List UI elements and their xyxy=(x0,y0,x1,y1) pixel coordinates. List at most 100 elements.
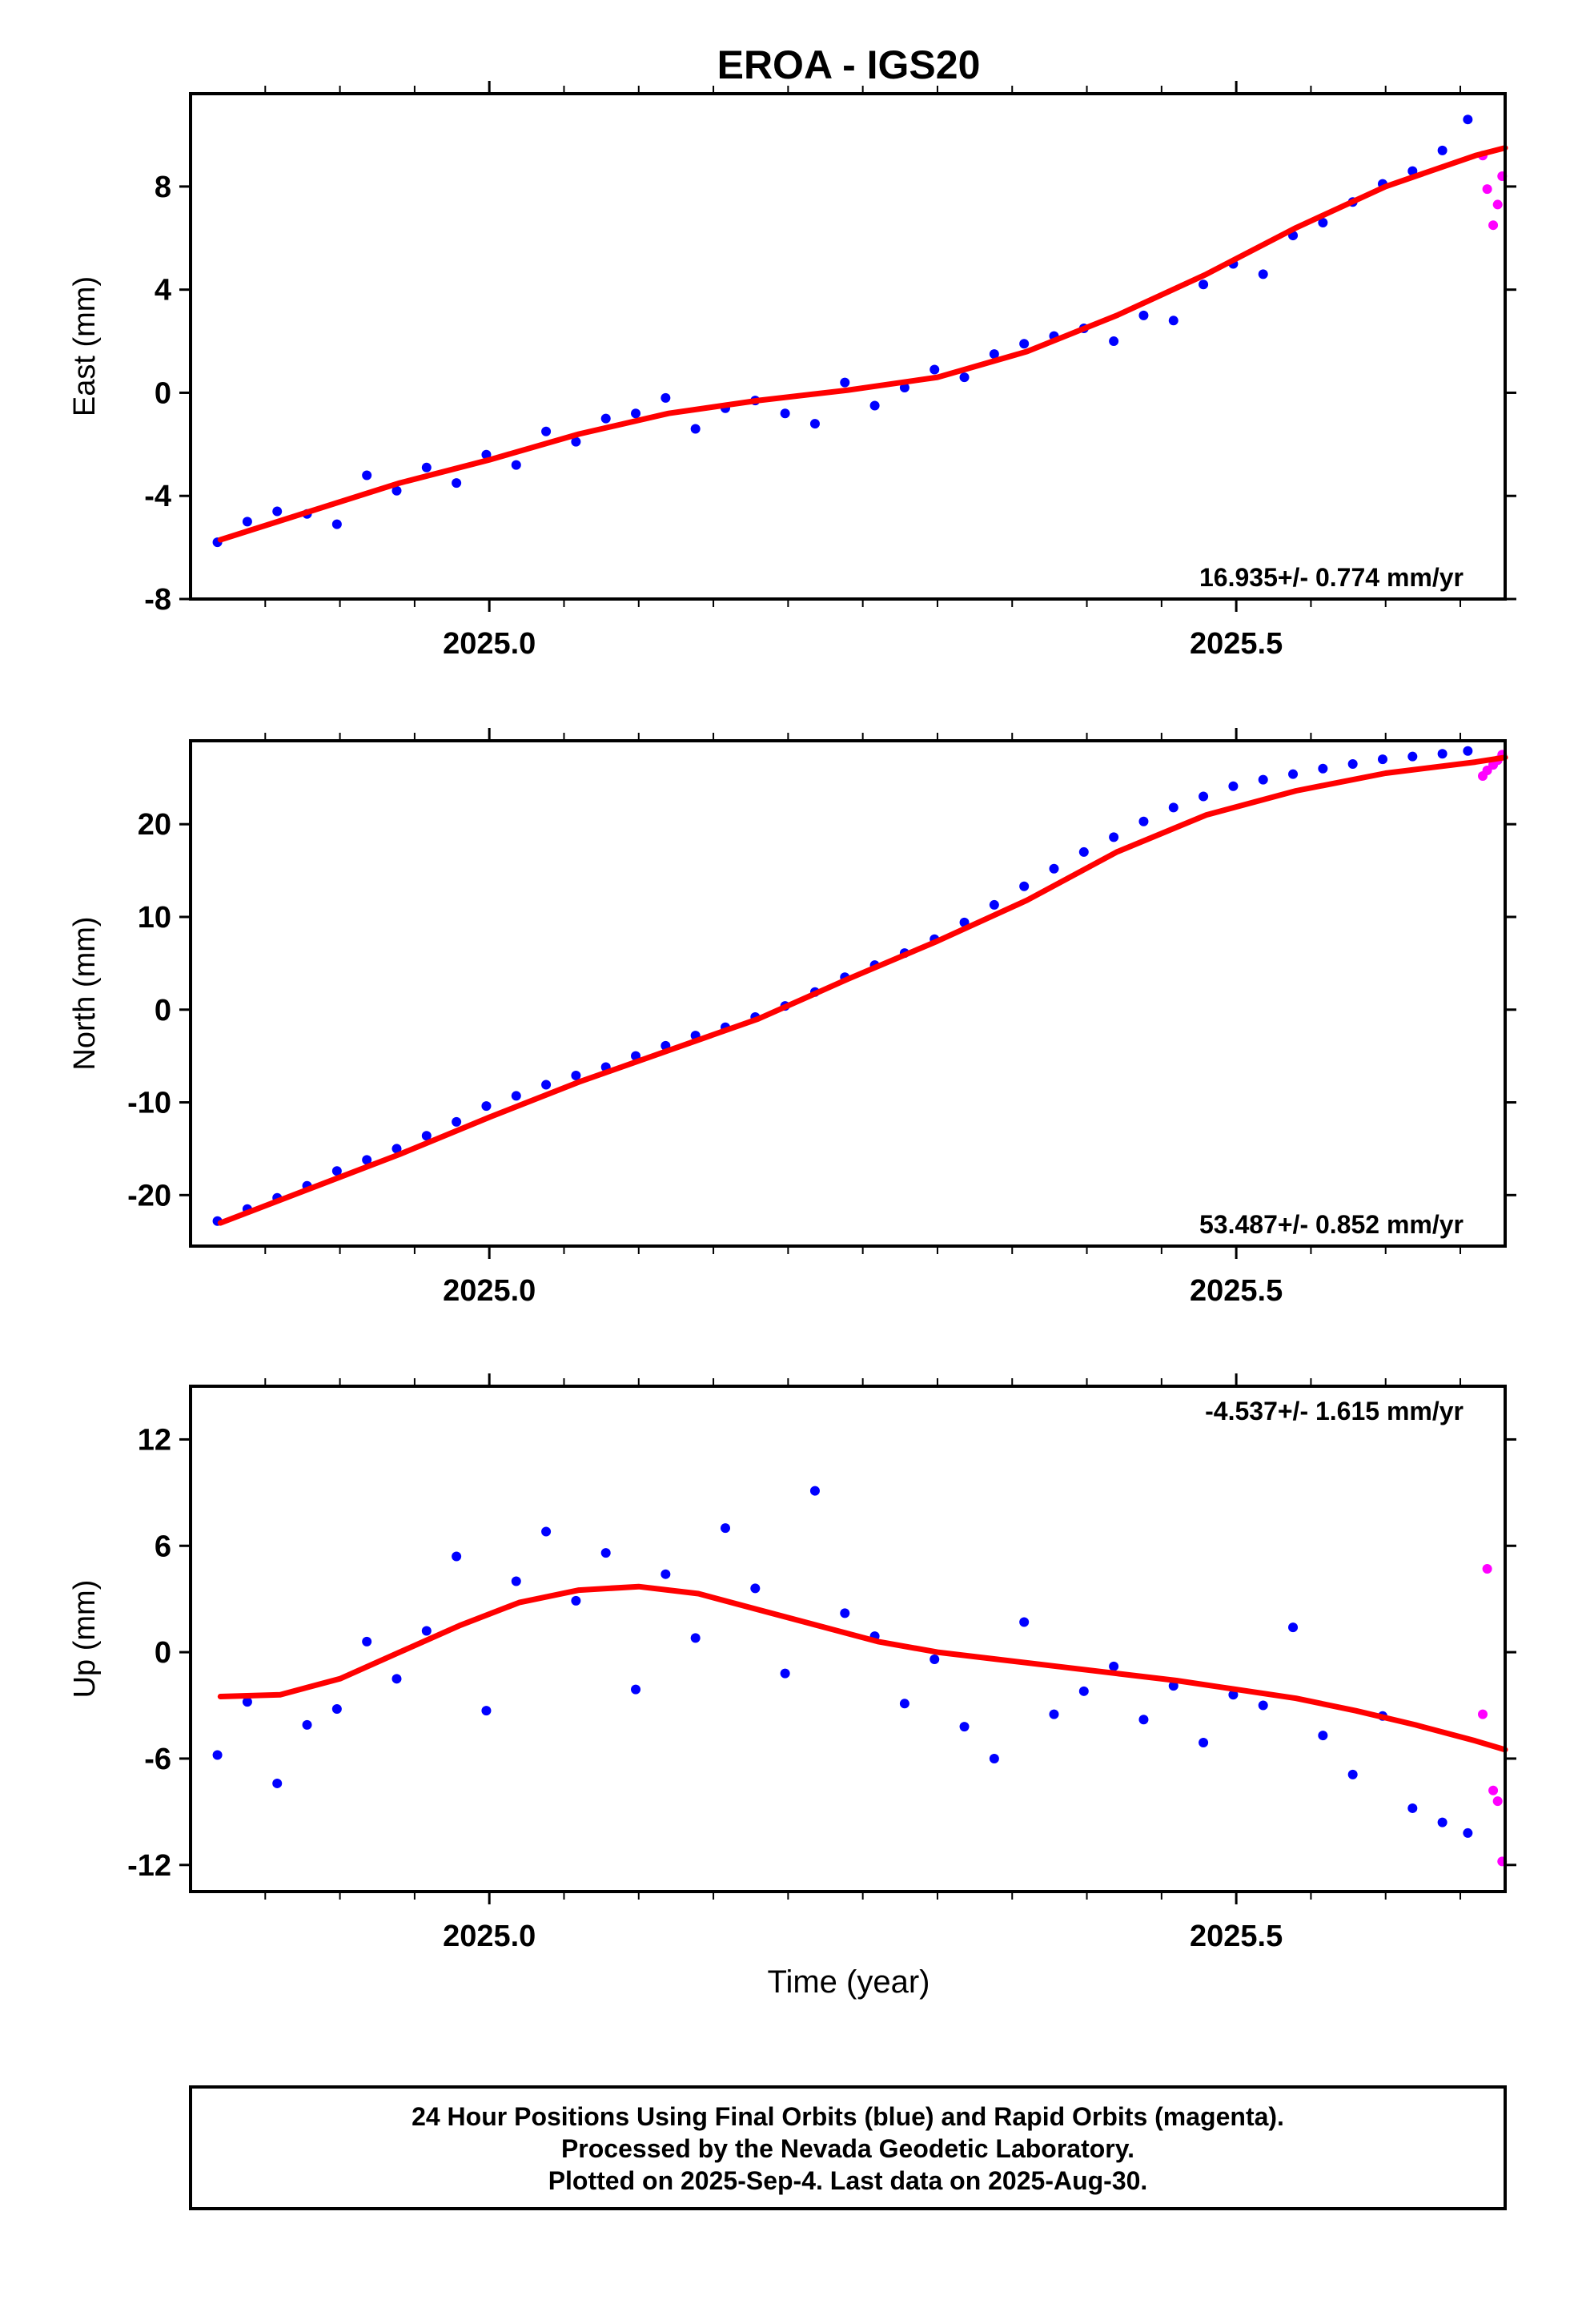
east-final-point xyxy=(1109,336,1119,347)
north-final-point xyxy=(391,1144,402,1154)
up-final-point xyxy=(989,1753,999,1763)
north-final-point xyxy=(1407,751,1418,762)
north-ytick-label: 0 xyxy=(155,994,171,1027)
east-final-point xyxy=(989,349,999,360)
up-final-point xyxy=(391,1674,402,1684)
north-final-point xyxy=(511,1091,521,1101)
north-final-point xyxy=(1138,816,1149,826)
east-final-point xyxy=(840,377,850,388)
east-final-point xyxy=(780,408,790,419)
north-y-axis-label: North (mm) xyxy=(68,916,102,1070)
up-final-point xyxy=(1138,1715,1149,1725)
east-final-point xyxy=(661,392,671,403)
east-final-point xyxy=(1168,316,1178,326)
up-final-point xyxy=(541,1526,552,1537)
east-final-point xyxy=(869,400,880,411)
north-final-point xyxy=(452,1116,462,1127)
east-ytick-label: 0 xyxy=(155,376,171,410)
up-final-point xyxy=(661,1569,671,1579)
north-final-point xyxy=(1258,774,1268,785)
up-final-point xyxy=(421,1626,432,1636)
up-final-point xyxy=(1318,1731,1328,1741)
east-panel: -8 -4 0 4 8 2025.0 2025.5 East (mm) 16.935+/- 0.… xyxy=(68,81,1516,661)
east-ytick-label: 4 xyxy=(155,274,171,308)
north-final-point xyxy=(1288,769,1299,779)
north-final-point xyxy=(541,1080,552,1090)
north-final-point xyxy=(1019,881,1030,891)
north-final-point xyxy=(1463,746,1473,756)
up-final-point xyxy=(840,1608,850,1618)
east-ytick-label: -8 xyxy=(144,583,171,617)
up-final-point xyxy=(780,1668,790,1679)
east-ytick-label: 8 xyxy=(155,171,171,204)
footer-line-3: Plotted on 2025-Sep-4. Last data on 2025… xyxy=(548,2166,1148,2195)
up-final-point xyxy=(1463,1827,1473,1838)
up-final-point xyxy=(1228,1690,1239,1700)
north-final-point xyxy=(362,1155,372,1165)
up-final-point xyxy=(720,1523,730,1534)
up-xtick-label: 2025.0 xyxy=(443,1920,536,1953)
east-final-point xyxy=(1258,269,1268,279)
north-ytick-label: 10 xyxy=(138,901,171,935)
up-final-point xyxy=(242,1697,252,1707)
north-ytick-label: -20 xyxy=(127,1179,171,1212)
east-final-point xyxy=(1463,115,1473,125)
north-final-point xyxy=(1228,781,1239,791)
east-final-point xyxy=(272,506,283,517)
east-xtick-label: 2025.0 xyxy=(443,627,536,661)
up-final-point xyxy=(1019,1617,1030,1627)
east-final-point xyxy=(511,460,521,470)
east-final-point xyxy=(631,408,641,419)
east-final-point xyxy=(959,372,970,383)
north-final-point xyxy=(1168,802,1178,813)
north-final-point xyxy=(481,1101,492,1112)
north-final-point xyxy=(989,899,999,910)
east-xtick-label: 2025.5 xyxy=(1190,627,1283,661)
north-final-point xyxy=(571,1070,581,1080)
north-ytick-label: -10 xyxy=(127,1087,171,1120)
up-final-point xyxy=(1437,1817,1447,1827)
east-ytick-label: -4 xyxy=(144,480,171,513)
east-final-point xyxy=(331,519,342,529)
east-final-point xyxy=(600,413,611,424)
east-final-point xyxy=(421,462,432,472)
east-final-point xyxy=(541,426,552,436)
up-final-point xyxy=(959,1722,970,1732)
north-panel: -20 -10 0 10 20 2025.0 2025.5 North (mm) 53.487+… xyxy=(68,728,1516,1308)
up-ytick-label: 6 xyxy=(155,1530,171,1563)
up-ytick-label: 0 xyxy=(155,1636,171,1670)
up-final-point xyxy=(481,1706,492,1716)
east-final-point xyxy=(930,364,940,375)
north-final-point xyxy=(1199,791,1209,802)
footer-line-2: Processed by the Nevada Geodetic Laborat… xyxy=(561,2134,1134,2163)
east-final-point xyxy=(362,470,372,480)
up-rapid-point xyxy=(1482,1564,1492,1574)
up-final-point xyxy=(1078,1686,1089,1696)
up-final-point xyxy=(1288,1622,1299,1633)
north-final-point xyxy=(1318,763,1328,774)
north-fit-line xyxy=(217,754,1508,1226)
east-final-point xyxy=(1437,145,1447,155)
north-final-point xyxy=(421,1131,432,1141)
up-final-point xyxy=(571,1595,581,1606)
footer-line-1: 24 Hour Positions Using Final Orbits (bl… xyxy=(412,2102,1284,2131)
x-axis-label: Time (year) xyxy=(768,1964,930,2000)
up-ytick-label: -12 xyxy=(127,1849,171,1883)
up-final-point xyxy=(930,1654,940,1664)
up-final-point xyxy=(511,1576,521,1586)
up-fit-line xyxy=(217,1583,1508,1753)
up-final-point xyxy=(750,1583,761,1594)
up-y-axis-label: Up (mm) xyxy=(68,1580,102,1699)
up-panel: -12 -6 0 6 12 2025.0 2025.5 Up (mm) -4.537+/- 1.… xyxy=(68,1373,1516,1953)
east-final-point xyxy=(1199,279,1209,290)
north-final-point xyxy=(1377,754,1387,765)
east-final-point xyxy=(1138,310,1149,320)
east-final-point xyxy=(452,478,462,489)
north-final-point xyxy=(1109,832,1119,842)
up-rapid-point xyxy=(1478,1709,1488,1719)
up-final-point xyxy=(809,1486,820,1496)
up-final-point xyxy=(690,1633,701,1643)
up-rate-label: -4.537+/- 1.615 mm/yr xyxy=(1205,1397,1464,1425)
up-final-point xyxy=(452,1551,462,1562)
